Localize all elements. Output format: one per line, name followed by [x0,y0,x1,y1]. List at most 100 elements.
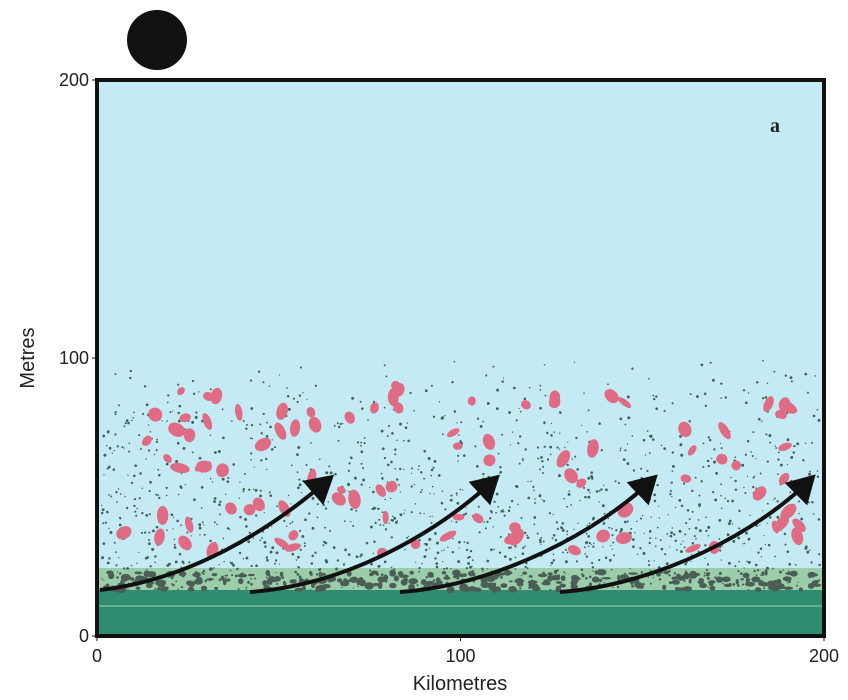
silt-dot [569,490,571,492]
silt-dot [384,499,386,501]
silt-dot [290,503,291,504]
silt-dot [731,500,734,503]
silt-dot [685,522,687,524]
silt-dot [670,535,673,538]
silt-dot [150,431,152,433]
silt-dot [114,413,116,415]
silt-dot [146,403,149,406]
silt-dot [544,364,546,366]
silt-dot [274,563,276,565]
silt-dot [246,424,248,426]
silt-dot [704,393,707,396]
silt-dot [565,549,567,551]
gravel [677,587,686,590]
silt-dot [753,570,755,572]
silt-dot [133,475,136,478]
silt-dot [705,516,707,518]
silt-dot [766,523,767,524]
silt-dot [177,442,180,445]
silt-dot [664,553,666,555]
silt-dot [516,419,518,421]
silt-dot [356,555,359,558]
silt-dot [304,542,306,544]
gravel [690,571,696,574]
gravel [347,579,353,582]
silt-dot [482,571,483,572]
silt-dot [418,469,419,470]
silt-dot [707,460,710,463]
gravel [201,586,207,591]
silt-dot [593,543,594,544]
silt-dot [777,473,779,475]
silt-dot [599,490,601,492]
silt-dot [811,442,813,444]
silt-dot [431,385,433,387]
silt-dot [420,471,422,473]
silt-dot [760,473,762,475]
silt-dot [790,456,793,459]
silt-dot [472,559,474,561]
silt-dot [360,442,362,444]
silt-dot [446,567,448,569]
gravel [265,570,270,576]
silt-dot [562,551,564,553]
silt-dot [203,573,205,575]
silt-dot [493,501,495,503]
silt-dot [250,407,253,410]
silt-dot [374,522,376,524]
silt-dot [539,407,542,410]
silt-dot [250,379,252,381]
silt-dot [442,433,444,435]
silt-dot [216,524,218,526]
silt-dot [287,395,289,397]
silt-dot [294,571,296,573]
silt-dot [466,507,467,508]
silt-dot [755,564,758,567]
silt-dot [276,583,278,585]
gravel [280,572,284,577]
silt-dot [166,463,169,466]
gravel [628,572,638,575]
silt-dot [604,513,606,515]
silt-dot [761,556,762,557]
silt-dot [269,385,271,387]
silt-dot [201,507,203,509]
gravel [807,572,816,578]
silt-dot [592,570,593,571]
silt-dot [219,513,221,515]
silt-dot [103,454,106,457]
silt-dot [381,477,384,480]
silt-dot [705,405,707,407]
silt-dot [177,412,180,415]
silt-dot [743,389,745,391]
gravel [724,584,732,587]
silt-dot [354,477,357,480]
silt-dot [508,411,511,414]
silt-dot [649,499,651,501]
silt-dot [304,518,307,521]
silt-dot [720,483,722,485]
silt-dot [396,478,398,480]
silt-dot [239,552,241,554]
silt-dot [517,504,519,506]
silt-dot [429,548,430,549]
silt-dot [118,488,120,490]
silt-dot [250,583,253,586]
silt-dot [364,437,366,439]
silt-dot [271,448,274,451]
silt-dot [651,435,653,437]
silt-dot [485,374,487,376]
silt-dot [144,385,146,387]
silt-dot [663,447,666,450]
silt-dot [444,415,445,416]
silt-dot [748,538,751,541]
silt-dot [689,420,691,422]
silt-dot [518,408,519,409]
silt-dot [348,470,350,472]
silt-dot [585,577,588,580]
silt-dot [540,389,542,391]
silt-dot [312,497,315,500]
silt-dot [744,543,746,545]
silt-dot [669,493,671,495]
silt-dot [113,468,116,471]
